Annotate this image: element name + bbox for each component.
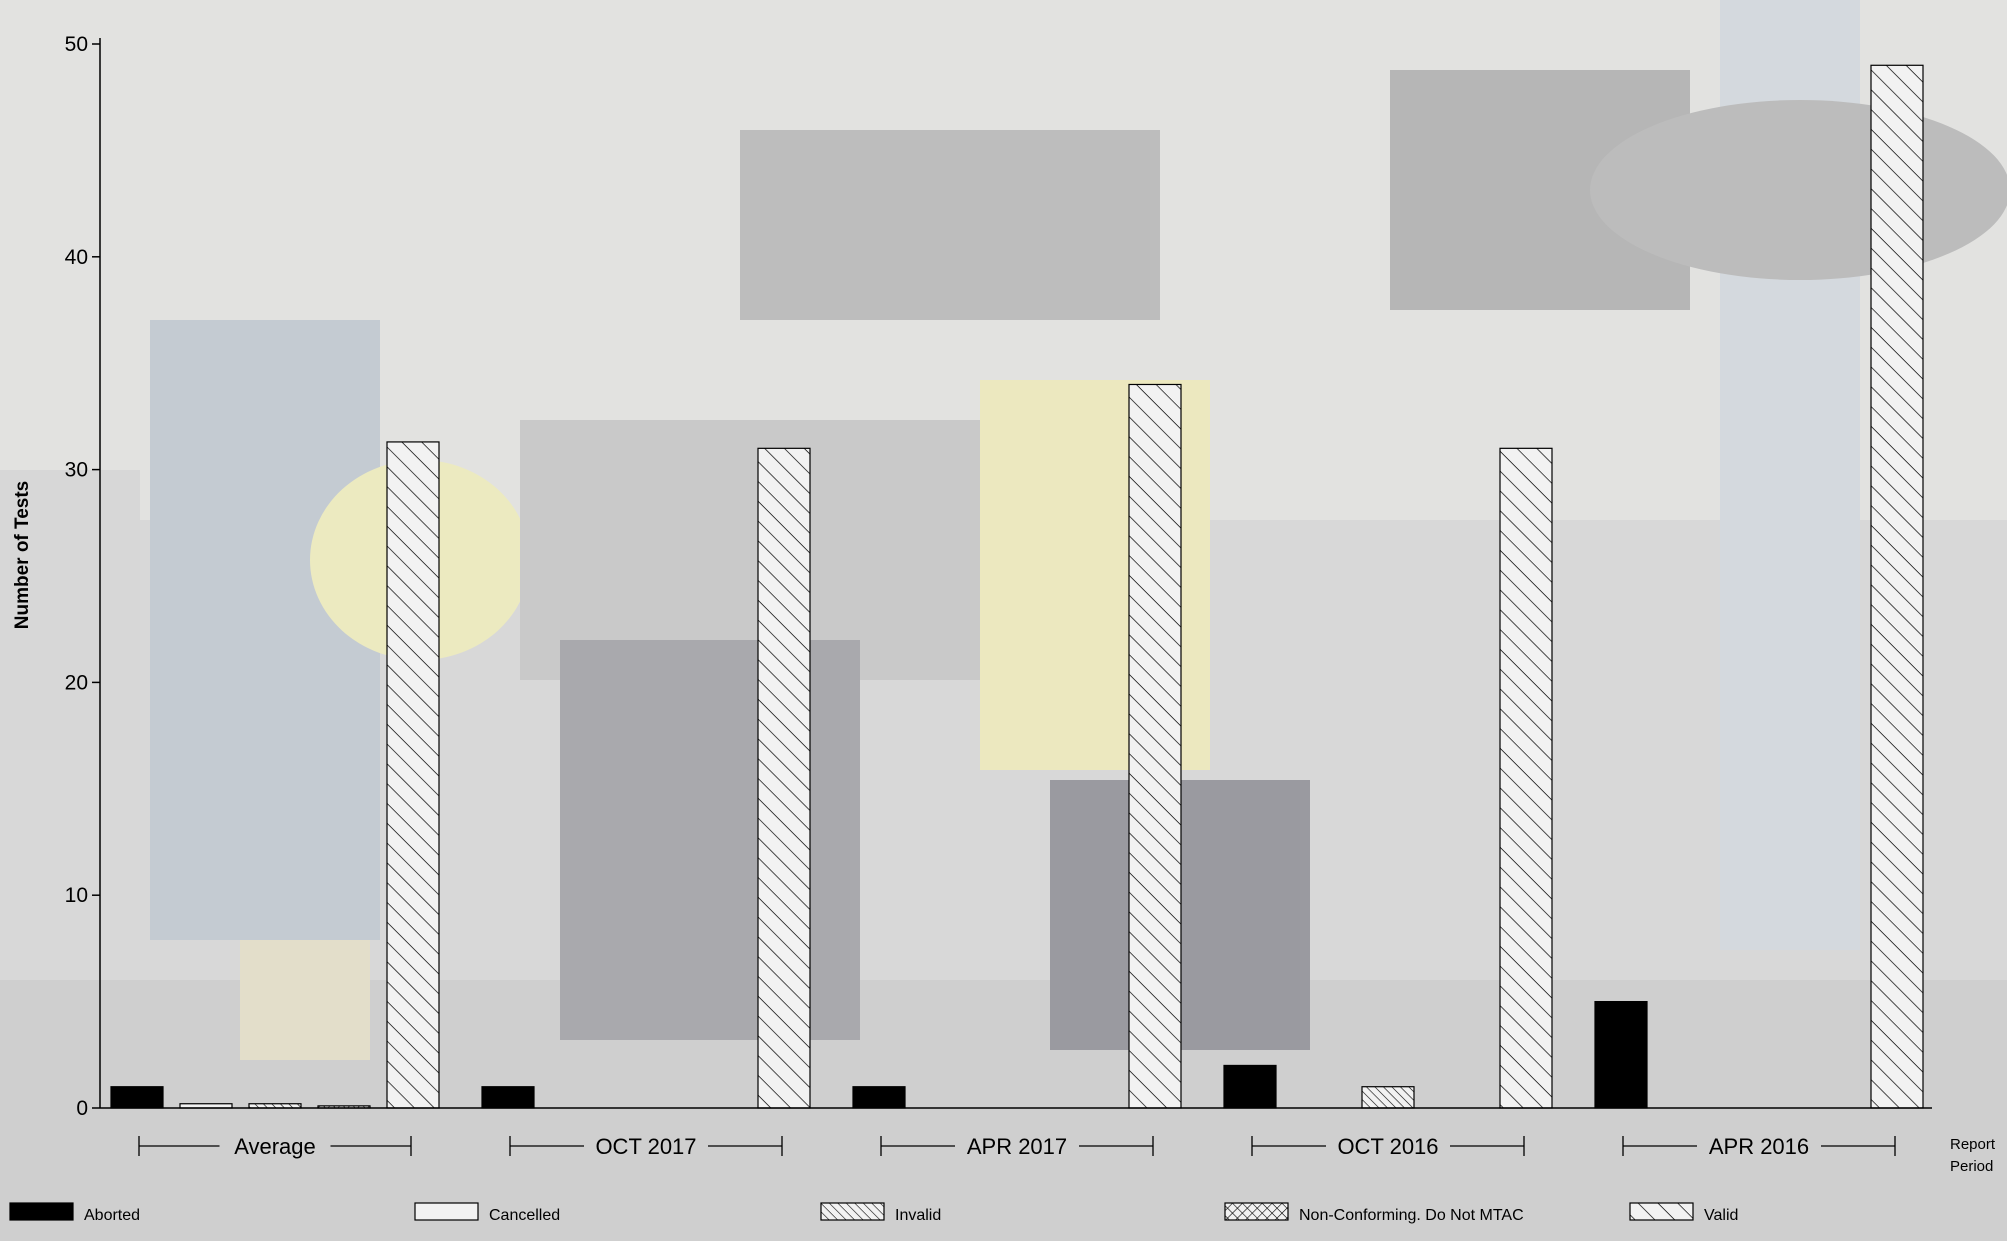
bar-aborted-oct-2017	[481, 1086, 535, 1109]
legend: Aborted Cancelled Invalid Non-Conforming. D…	[9, 1202, 1738, 1224]
bar-valid-oct-2017	[757, 447, 811, 1109]
bar-valid-apr-2016	[1870, 64, 1924, 1109]
bar-valid-oct-2016	[1499, 447, 1553, 1109]
legend-label-aborted: Aborted	[84, 1207, 140, 1224]
legend-label-cancelled: Cancelled	[489, 1207, 560, 1224]
bars-layer	[110, 64, 1924, 1109]
bar-aborted-apr-2017	[852, 1086, 906, 1109]
y-tick-label: 20	[65, 671, 88, 694]
legend-swatch-invalid	[820, 1202, 885, 1221]
legend-label-non-conforming-do-not-mtac: Non-Conforming. Do Not MTAC	[1299, 1207, 1524, 1224]
x-axis-title-line-1: Report	[1950, 1136, 1996, 1153]
y-tick-label: 50	[65, 33, 88, 56]
legend-label-invalid: Invalid	[895, 1207, 941, 1224]
y-tick-label: 0	[76, 1097, 88, 1120]
category-label-oct-2017: OCT 2017	[595, 1134, 696, 1159]
category-label-average: Average	[234, 1134, 316, 1159]
bar-valid-apr-2017	[1128, 383, 1182, 1109]
category-label-apr-2017: APR 2017	[967, 1134, 1067, 1159]
category-label-oct-2016: OCT 2016	[1337, 1134, 1438, 1159]
bar-aborted-apr-2016	[1594, 1000, 1648, 1109]
y-ticks: 0 10 20 30 40 50	[65, 33, 100, 1120]
legend-swatch-aborted	[9, 1202, 74, 1221]
category-groups: Average OCT 2017 APR 2017 OCT 2016 APR 2016	[138, 1134, 1896, 1159]
legend-swatch-non-conforming-do-not-mtac	[1224, 1202, 1289, 1221]
legend-label-valid: Valid	[1704, 1207, 1738, 1224]
y-tick-label: 10	[65, 884, 88, 907]
bar-valid-average	[386, 441, 440, 1109]
category-label-apr-2016: APR 2016	[1709, 1134, 1809, 1159]
y-tick-label: 40	[65, 246, 88, 269]
bar-aborted-oct-2016	[1223, 1064, 1277, 1109]
y-tick-label: 30	[65, 459, 88, 482]
legend-swatch-valid	[1629, 1202, 1694, 1221]
bar-invalid-oct-2016	[1361, 1086, 1415, 1109]
x-axis-title-line-2: Period	[1950, 1158, 1993, 1175]
bar-aborted-average	[110, 1086, 164, 1109]
legend-swatch-cancelled	[414, 1202, 479, 1221]
y-axis-title: Number of Tests	[12, 481, 33, 630]
